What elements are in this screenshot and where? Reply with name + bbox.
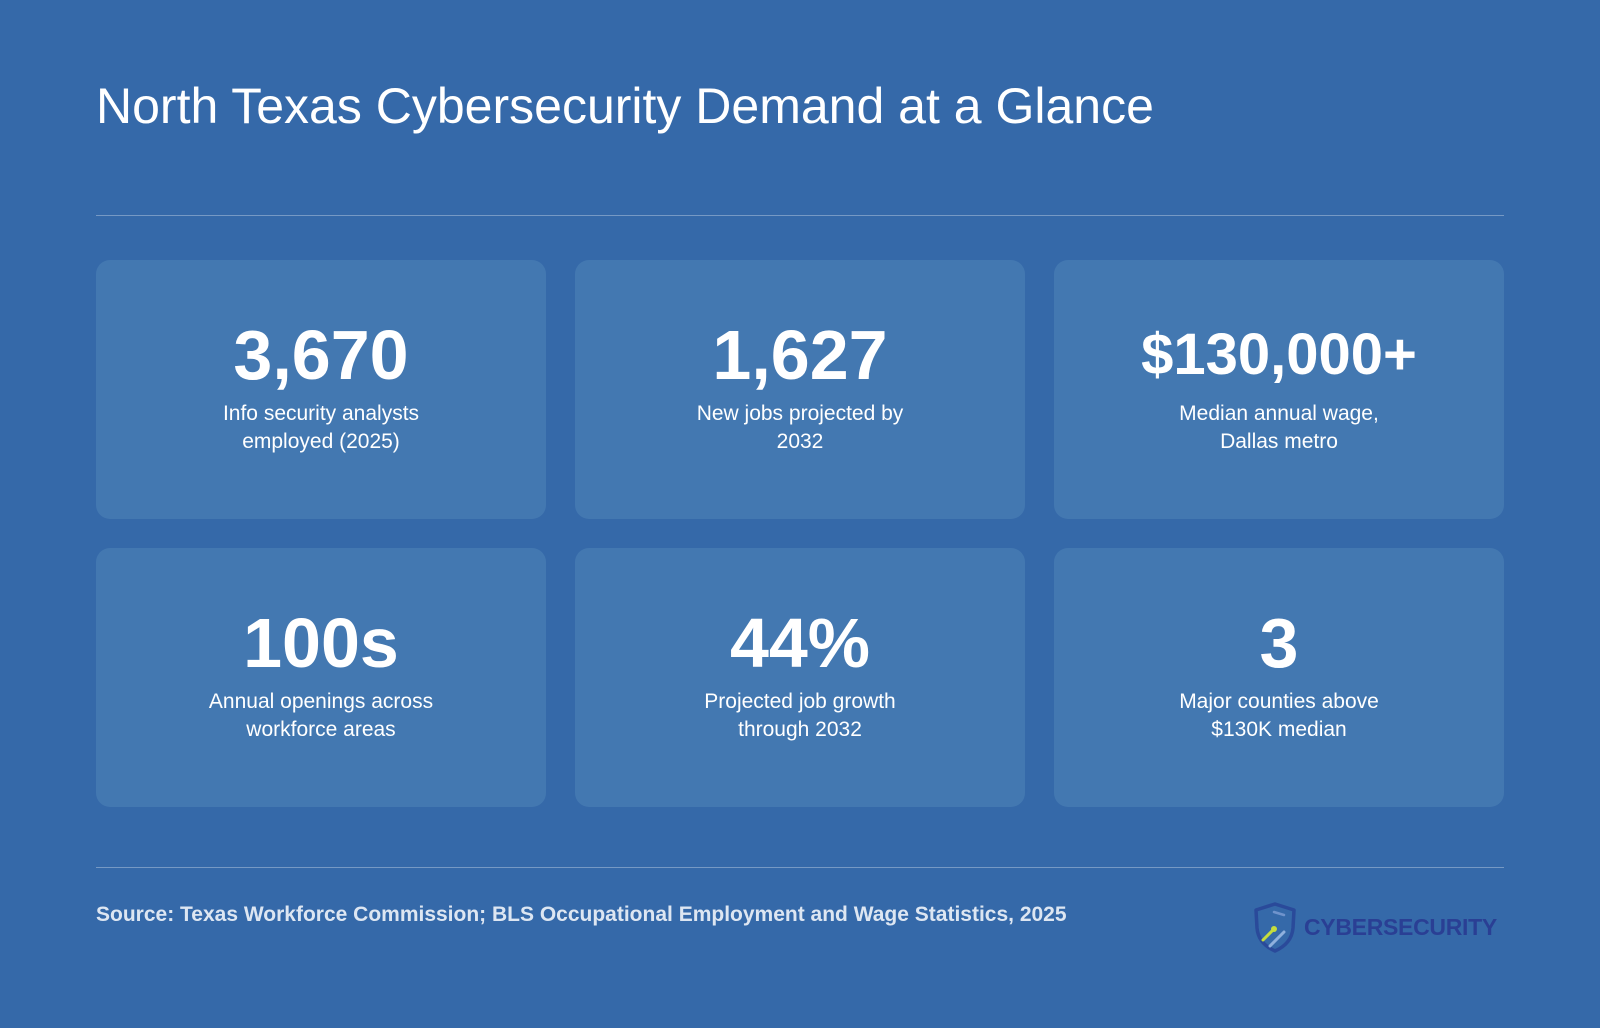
stat-label: Info security analysts employed (2025)	[222, 401, 420, 453]
stat-value: 44%	[729, 603, 871, 682]
stat-card-new-jobs: 1,627 New jobs projected by 2032	[575, 260, 1025, 519]
stat-card-major-counties: 3 Major counties above $130K median	[1054, 548, 1504, 807]
source-note: Source: Texas Workforce Commission; BLS …	[96, 903, 1067, 926]
stat-value: $130,000+	[1141, 321, 1417, 387]
stat-card-annual-openings: 100s Annual openings across workforce ar…	[96, 548, 546, 807]
logo-text: CYBERSECURITY	[1304, 913, 1497, 940]
stat-label: Annual openings across workforce areas	[208, 689, 434, 741]
top-divider	[96, 215, 1504, 216]
stat-card-analysts-employed: 3,670 Info security analysts employed (2…	[96, 260, 546, 519]
shield-icon	[1254, 902, 1296, 953]
page-title: North Texas Cybersecurity Demand at a Gl…	[96, 78, 1154, 134]
stat-label: Median annual wage, Dallas metro	[1179, 401, 1379, 453]
stat-value: 1,627	[712, 315, 888, 394]
stats-grid: 3,670 Info security analysts employed (2…	[96, 260, 1504, 807]
stat-value: 3,670	[233, 315, 409, 394]
brand-logo: CYBERSECURITY	[1250, 900, 1497, 954]
stat-value: 100s	[243, 603, 399, 682]
stat-label: Major counties above $130K median	[1179, 689, 1379, 741]
stat-card-median-wage: $130,000+ Median annual wage, Dallas met…	[1054, 260, 1504, 519]
bottom-divider	[96, 867, 1504, 868]
infographic: North Texas Cybersecurity Demand at a Gl…	[96, 0, 1504, 1028]
stat-label: Projected job growth through 2032	[704, 689, 896, 741]
stat-value: 3	[1259, 603, 1299, 682]
stat-card-job-growth: 44% Projected job growth through 2032	[575, 548, 1025, 807]
stat-label: New jobs projected by 2032	[696, 401, 904, 453]
